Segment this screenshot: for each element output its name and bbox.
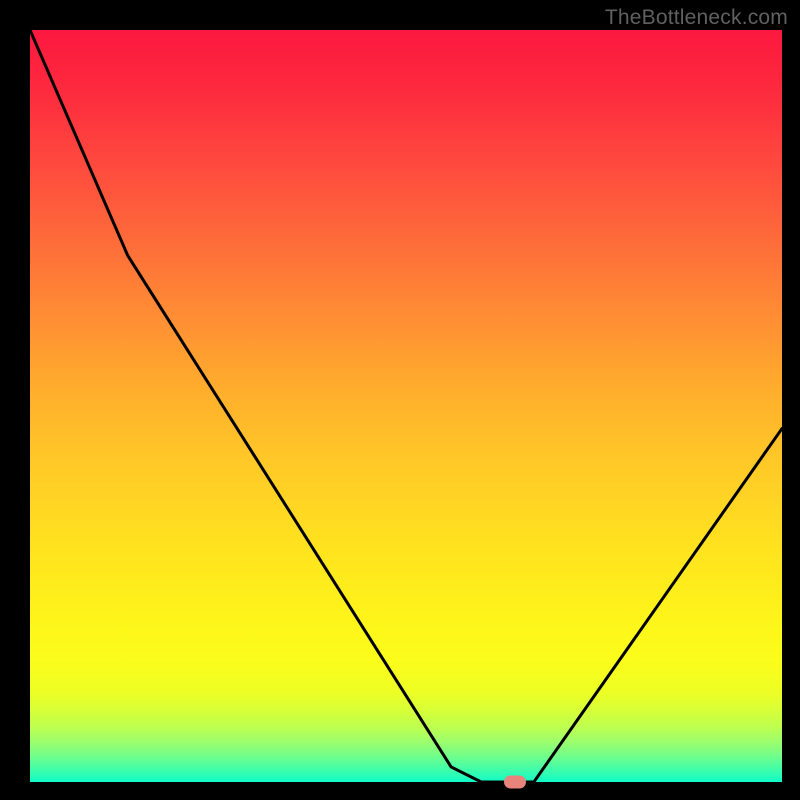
watermark-text: TheBottleneck.com (605, 6, 788, 30)
bottleneck-plot (30, 30, 782, 782)
optimum-marker (504, 776, 526, 789)
plot-background (30, 30, 782, 782)
chart-frame: TheBottleneck.com (0, 0, 800, 800)
